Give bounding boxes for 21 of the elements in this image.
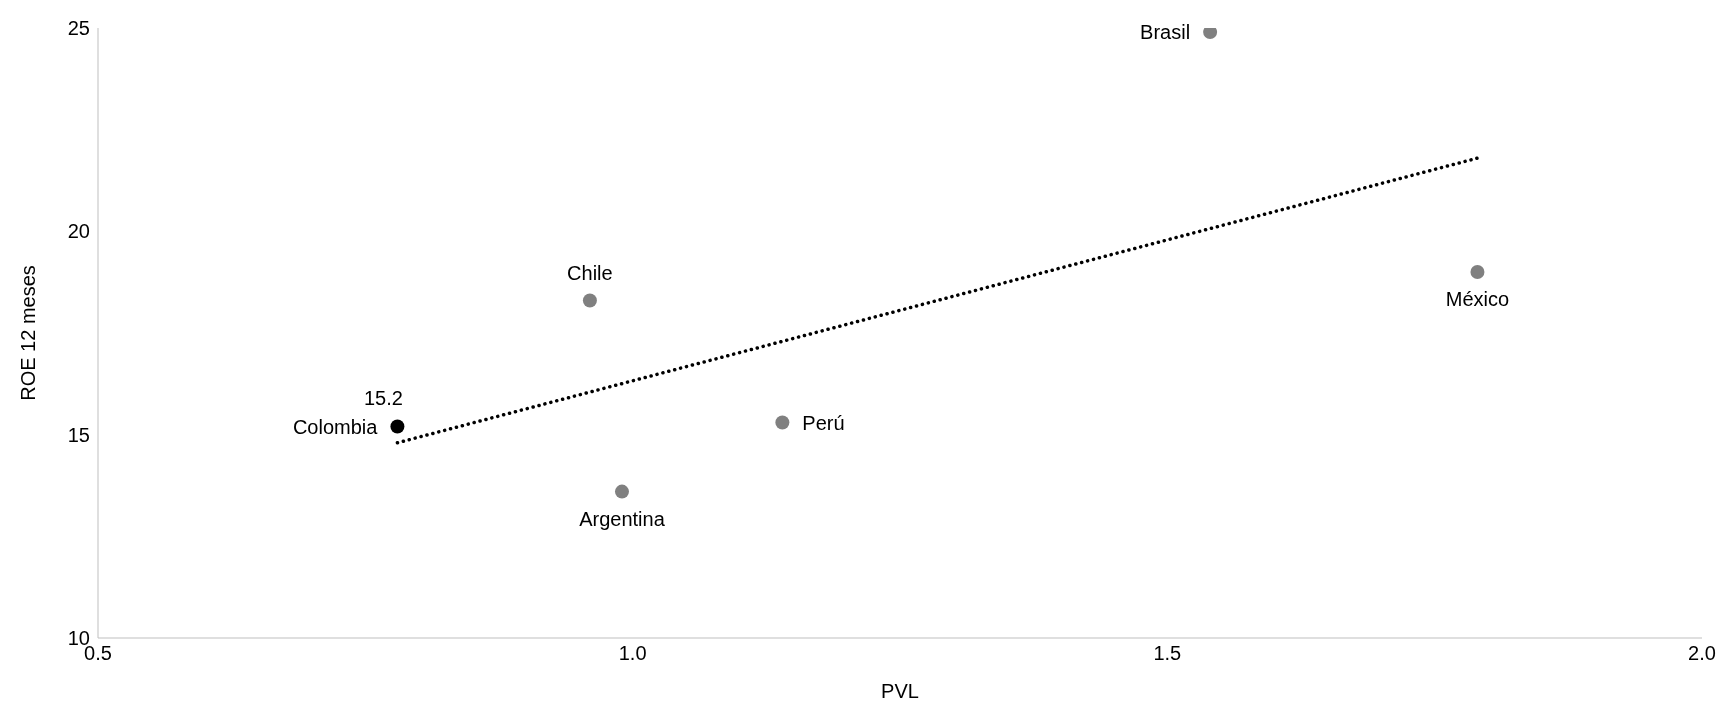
point (1470, 265, 1485, 279)
x-axis-title: PVL (881, 680, 919, 702)
y-tick-label: 20 (67, 220, 90, 243)
annotation: México (1445, 288, 1510, 311)
data-label: 15.2 (363, 386, 403, 409)
y-tick-label: 25 (67, 17, 90, 40)
y-axis-title: ROE 12 meses (17, 265, 40, 401)
annotation: Colombia (292, 415, 379, 438)
point (390, 419, 405, 434)
annotation: Chile (567, 262, 613, 285)
x-tick-label: 2.0 (1688, 642, 1716, 665)
point (614, 484, 629, 499)
y-tick-label: 15 (67, 423, 90, 446)
x-tick-label: 1.0 (618, 642, 647, 665)
point (775, 415, 790, 430)
annotation: Argentina (579, 507, 666, 530)
annotation: Brasil (1140, 21, 1191, 44)
annotation: Perú (802, 411, 845, 434)
point (582, 293, 597, 308)
x-tick-label: 1.5 (1153, 642, 1182, 665)
point (1203, 28, 1218, 40)
